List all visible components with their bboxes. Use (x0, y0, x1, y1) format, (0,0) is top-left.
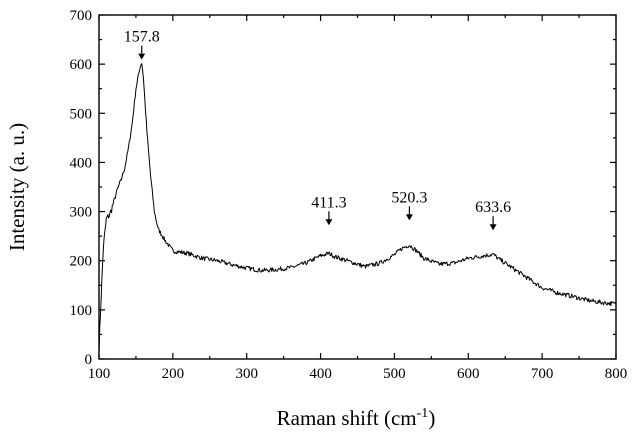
y-tick-label: 500 (70, 106, 93, 122)
peak-arrow-head (489, 224, 497, 231)
x-tick-label: 500 (383, 366, 406, 382)
y-tick-label: 600 (70, 57, 93, 73)
y-tick-label: 300 (70, 205, 93, 221)
peak-label: 633.6 (475, 199, 511, 216)
peak-annotations: 157.8 411.3 520.3 633.6 (124, 29, 511, 231)
raman-spectrum-line (98, 63, 617, 354)
x-tick-label: 700 (531, 366, 554, 382)
x-tick-label: 100 (88, 366, 111, 382)
x-tick-label: 300 (235, 366, 258, 382)
axis-ticks (98, 14, 617, 360)
y-tick-label: 100 (70, 303, 93, 319)
x-tick-label: 800 (605, 366, 628, 382)
peak-arrow-head (325, 219, 333, 226)
y-axis-title: Intensity (a. u.) (5, 123, 29, 251)
peak-arrow-head (138, 53, 146, 60)
peak-arrow-head (405, 214, 413, 221)
peak-label: 411.3 (311, 194, 346, 211)
y-tick-label: 0 (85, 352, 93, 368)
y-tick-label: 700 (70, 8, 93, 24)
x-axis-title: Raman shift (cm-1) (277, 406, 436, 430)
axis-tick-labels: 100 200 300 400 500 600 700 8000100200300400500… (70, 8, 628, 382)
peak-label: 157.8 (124, 29, 160, 46)
y-tick-label: 400 (70, 155, 93, 171)
y-tick-label: 200 (70, 254, 93, 270)
plot-frame (98, 14, 617, 360)
x-tick-label: 600 (457, 366, 480, 382)
x-tick-label: 200 (162, 366, 185, 382)
x-tick-label: 400 (309, 366, 332, 382)
peak-label: 520.3 (391, 189, 427, 206)
